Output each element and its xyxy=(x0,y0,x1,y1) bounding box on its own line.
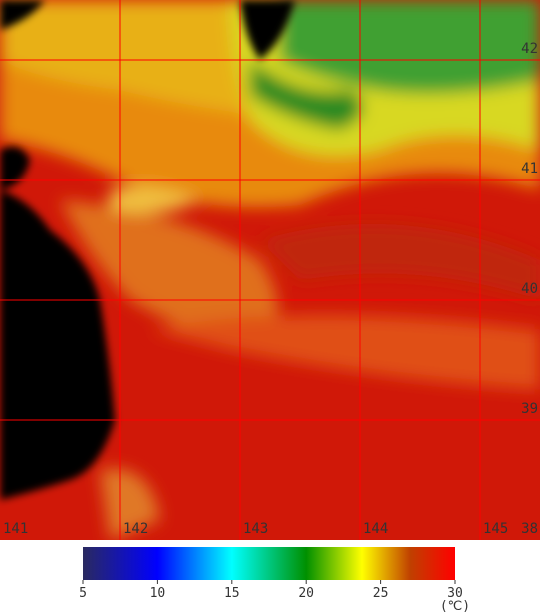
colorbar-tick-label: 25 xyxy=(373,586,389,601)
colorbar-tick-label: 20 xyxy=(298,586,314,601)
colorbar-tick-label: 30 xyxy=(447,586,463,601)
colorbar-tick-label: 15 xyxy=(224,586,240,601)
coordinate-labels: 141 142 143 144 145 42 41 40 39 38 xyxy=(3,41,538,537)
sst-image xyxy=(0,0,540,540)
land xyxy=(0,0,295,500)
colorbar-ticks: 5 10 15 20 25 30(℃) xyxy=(79,580,470,613)
longitude-label: 145 xyxy=(483,521,508,537)
latitude-label: 41 xyxy=(521,161,538,177)
longitude-label: 142 xyxy=(123,521,148,537)
latitude-label: 39 xyxy=(521,401,538,417)
longitude-label: 141 xyxy=(3,521,28,537)
colorbar-tick-label: 10 xyxy=(150,586,166,601)
colorbar-tick-label: 5 xyxy=(79,586,87,601)
colorbar xyxy=(83,547,455,580)
latitude-label: 42 xyxy=(521,41,538,57)
latitude-label: 38 xyxy=(521,521,538,537)
graticule xyxy=(0,0,540,540)
longitude-label: 143 xyxy=(243,521,268,537)
longitude-label: 144 xyxy=(363,521,388,537)
colorbar-unit: (℃) xyxy=(440,599,470,613)
latitude-label: 40 xyxy=(521,281,538,297)
